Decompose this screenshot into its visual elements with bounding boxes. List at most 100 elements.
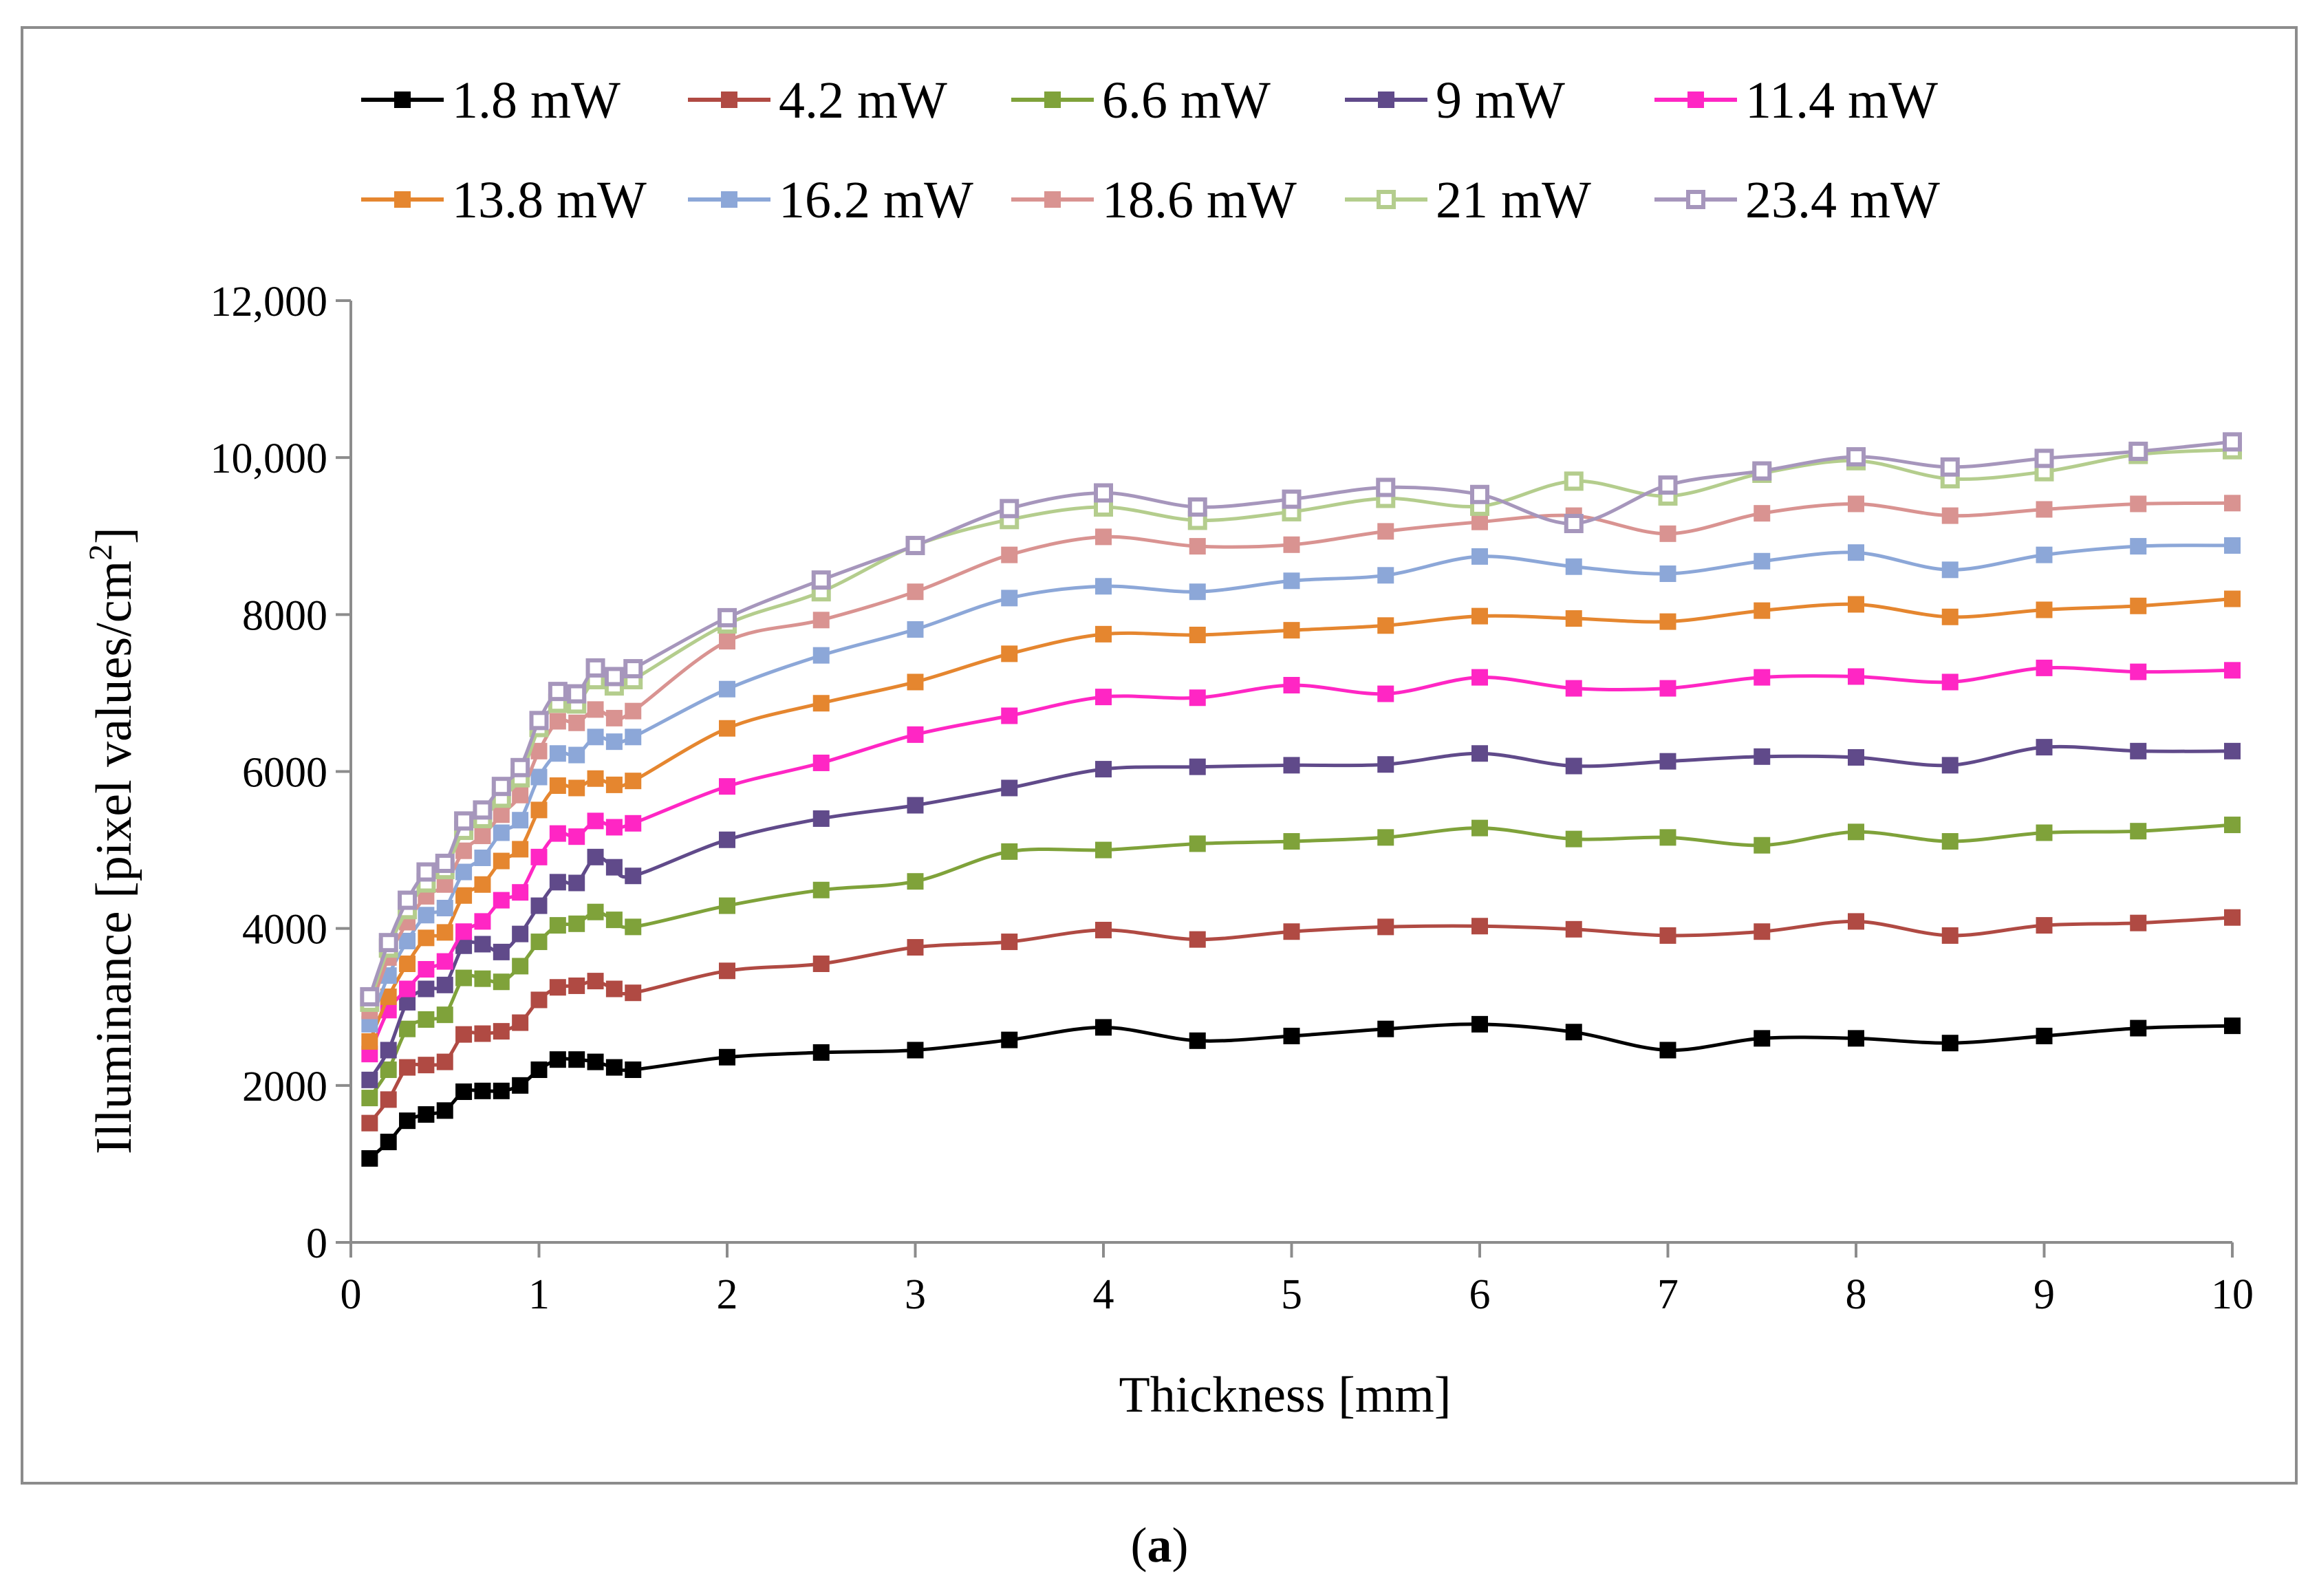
- data-point: [1095, 528, 1112, 546]
- data-point: [418, 960, 435, 978]
- legend-item-4-2-mw: 4.2 mW: [688, 72, 947, 129]
- data-point: [2036, 917, 2053, 934]
- data-point: [436, 900, 453, 917]
- data-point: [568, 828, 585, 845]
- data-point: [907, 939, 924, 956]
- legend-swatch-marker: [1378, 91, 1394, 108]
- data-point: [361, 1071, 378, 1088]
- data-point: [530, 801, 548, 819]
- data-point: [587, 812, 604, 830]
- data-point: [512, 884, 529, 901]
- data-point: [1001, 645, 1018, 662]
- data-point: [812, 810, 830, 827]
- legend-label: 9 mW: [1436, 72, 1565, 129]
- series-16-2-mw: [361, 537, 2241, 1033]
- data-point: [378, 933, 398, 953]
- caption-close: ): [1172, 1518, 1189, 1573]
- data-point: [1095, 578, 1112, 595]
- data-point: [625, 984, 642, 1002]
- data-point: [493, 892, 510, 909]
- data-point: [361, 1114, 378, 1132]
- y-axis-title-superscript: 2: [83, 544, 119, 561]
- data-point: [1377, 918, 1394, 936]
- y-axis-title-main: Illuminance [pixel values/cm: [86, 561, 142, 1154]
- data-point: [719, 680, 735, 698]
- data-point: [1848, 668, 1864, 685]
- x-tick-label: 5: [1281, 1271, 1302, 1318]
- legend-item-13-8-mw: 13.8 mW: [361, 171, 647, 229]
- data-point: [907, 726, 924, 743]
- data-point: [605, 1059, 623, 1076]
- x-tick-label: 4: [1093, 1271, 1114, 1318]
- data-point: [399, 956, 416, 973]
- data-point: [1848, 748, 1864, 766]
- series-layer: [360, 432, 2242, 1167]
- data-point: [493, 943, 510, 960]
- data-point: [1189, 1032, 1206, 1049]
- data-point: [360, 986, 380, 1006]
- data-point: [2034, 449, 2054, 468]
- data-point: [549, 745, 566, 762]
- y-axis-title-end: ]: [86, 527, 142, 544]
- data-point: [1189, 931, 1206, 948]
- series-4-2-mw: [361, 909, 2241, 1132]
- data-point: [2130, 597, 2147, 614]
- data-point: [812, 956, 830, 973]
- data-point: [1377, 1020, 1394, 1037]
- chart-svg: 0 2000 4000 6000 8000 10,000 12,000 0 1 2 3 4 5 6 7 8 9 1…: [83, 72, 2254, 1423]
- data-point: [1001, 779, 1018, 797]
- data-point: [2224, 537, 2241, 554]
- data-point: [719, 778, 735, 795]
- data-point: [1754, 602, 1771, 619]
- data-point: [418, 907, 435, 924]
- data-point: [1001, 934, 1018, 951]
- data-point: [2224, 909, 2241, 926]
- x-axis-title: Thickness [mm]: [1119, 1367, 1452, 1423]
- data-point: [1471, 513, 1488, 530]
- data-point: [2036, 601, 2053, 618]
- data-point: [1941, 833, 1959, 850]
- data-point: [605, 819, 623, 836]
- data-point: [568, 874, 585, 892]
- data-point: [585, 658, 605, 678]
- data-point: [1941, 757, 1959, 774]
- data-point: [435, 853, 455, 873]
- data-point: [455, 1026, 473, 1043]
- data-point: [436, 953, 453, 970]
- series-line: [368, 916, 2233, 1125]
- data-point: [1189, 758, 1206, 775]
- data-point: [1754, 669, 1771, 686]
- data-point: [604, 667, 624, 687]
- data-point: [455, 923, 473, 940]
- data-point: [1471, 918, 1488, 935]
- data-point: [1283, 923, 1300, 940]
- data-point: [1754, 923, 1771, 940]
- data-point: [380, 1091, 397, 1108]
- data-point: [2036, 501, 2053, 518]
- data-point: [512, 812, 529, 829]
- data-point: [1471, 548, 1488, 565]
- data-point: [1848, 544, 1864, 561]
- data-point: [1377, 617, 1394, 634]
- data-point: [455, 863, 473, 881]
- legend-item-18-6-mw: 18.6 mW: [1011, 171, 1297, 229]
- data-point: [1848, 596, 1864, 613]
- data-point: [1846, 447, 1866, 467]
- data-point: [812, 695, 830, 712]
- data-point: [587, 701, 604, 718]
- data-point: [493, 1082, 510, 1099]
- data-point: [625, 815, 642, 832]
- data-point: [361, 1090, 378, 1107]
- data-point: [1941, 608, 1959, 625]
- series-line: [368, 597, 2233, 1042]
- legend-swatch-marker: [721, 91, 737, 108]
- x-tick-label: 3: [905, 1271, 926, 1318]
- data-point: [1283, 622, 1300, 639]
- data-point: [455, 1083, 473, 1100]
- x-tick-label: 2: [717, 1271, 738, 1318]
- data-point: [1754, 505, 1771, 522]
- data-point: [568, 915, 585, 932]
- legend-label: 16.2 mW: [779, 171, 973, 229]
- data-point: [719, 897, 735, 914]
- data-point: [530, 1061, 548, 1079]
